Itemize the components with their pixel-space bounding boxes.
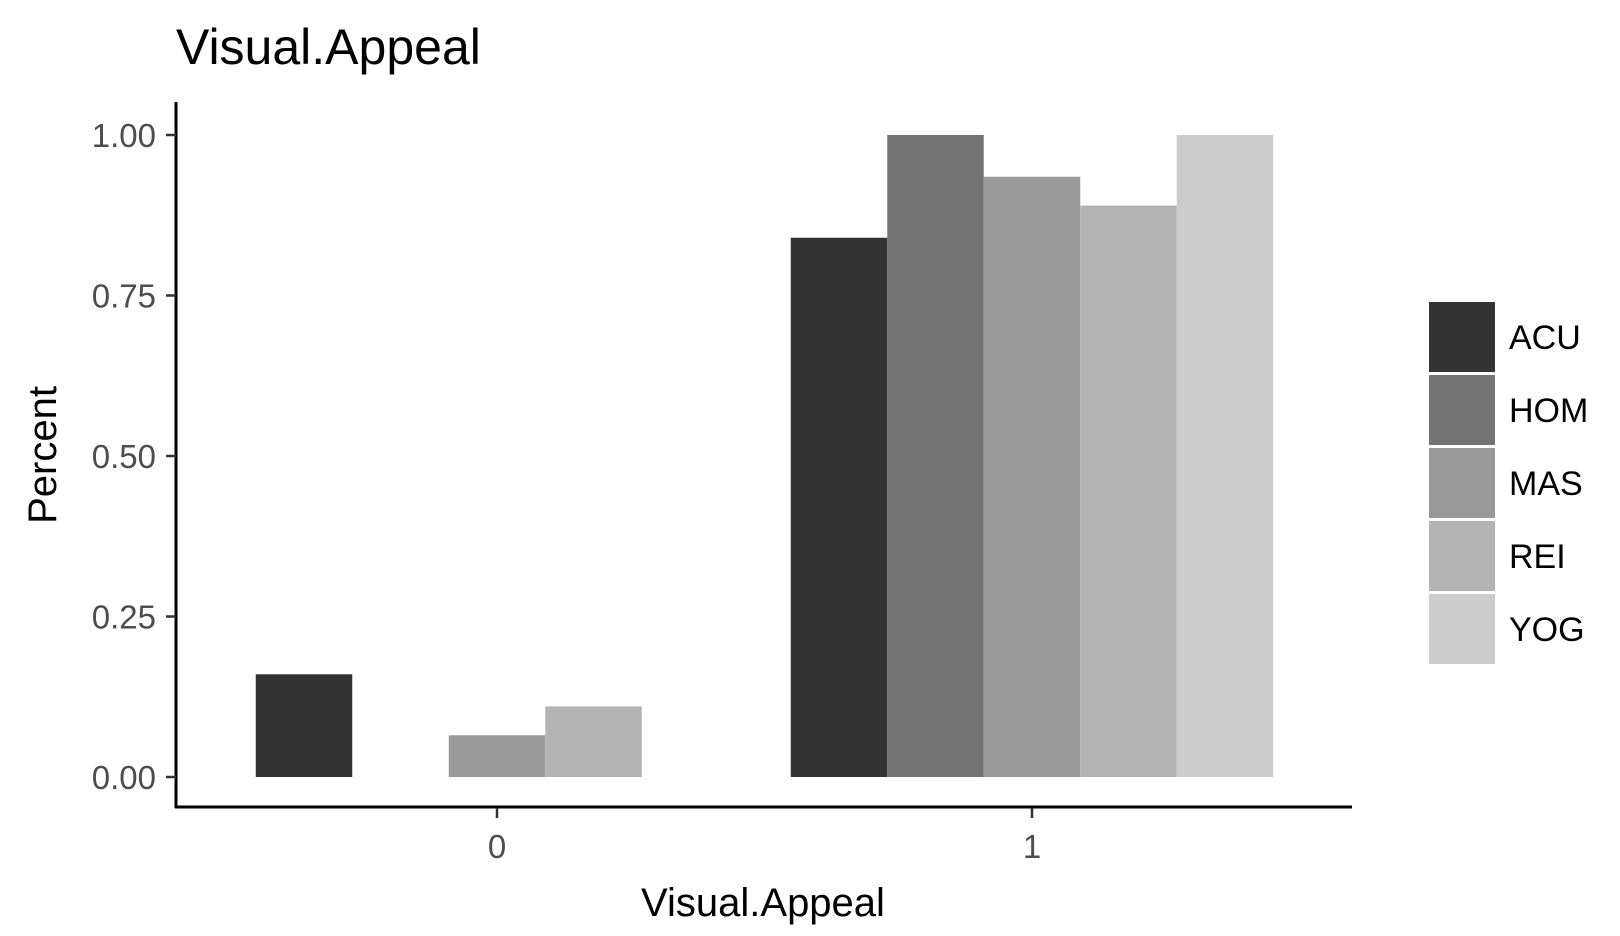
x-tick-label: 1 [1023,828,1041,865]
y-tick-label: 0.50 [92,438,156,475]
bar-mas-0 [448,735,546,777]
x-axis-title: Visual.Appeal [641,881,885,925]
chart-title: Visual.Appeal [176,19,481,75]
legend-key-yog [1429,594,1495,664]
y-tick-label: 0.25 [92,599,156,636]
y-tick-label: 1.00 [92,117,156,154]
legend-key-acu [1429,302,1495,372]
legend-label-mas: MAS [1509,465,1583,503]
legend: ACU HOM MAS REI YOG [1429,302,1588,664]
bar-mas-1 [983,176,1081,778]
x-tick-label: 0 [488,828,506,865]
legend-label-acu: ACU [1509,319,1581,357]
y-tick-label: 0.00 [92,759,156,796]
legend-label-rei: REI [1509,538,1566,576]
bars [255,135,1274,778]
bar-acu-1 [790,237,888,778]
bar-yog-1 [1176,135,1274,777]
bar-rei-0 [545,706,642,777]
legend-key-rei [1429,521,1495,591]
legend-key-mas [1429,448,1495,518]
y-axis: 0.00 0.25 0.50 0.75 1.00 [92,102,178,808]
bar-acu-0 [255,674,353,777]
legend-label-yog: YOG [1509,611,1585,649]
y-axis-title: Percent [21,386,65,524]
bar-rei-1 [1080,205,1177,777]
legend-label-hom: HOM [1509,392,1588,430]
legend-key-hom [1429,375,1495,445]
y-tick-label: 0.75 [92,278,156,315]
bar-hom-1 [887,135,984,777]
